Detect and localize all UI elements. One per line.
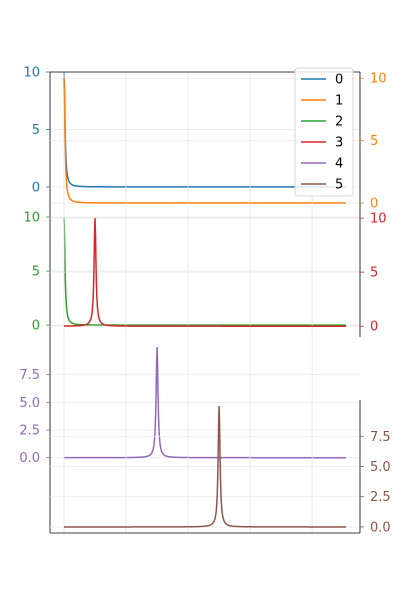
ytick-label-5-0: 0.0: [370, 520, 391, 535]
ytick-label-4-0: 0.0: [19, 451, 40, 466]
ytick-label-2-0: 0: [32, 319, 40, 334]
series-line-3: [64, 218, 346, 327]
ytick-label-0-2: 10: [23, 66, 40, 81]
axes-3: 0 5 10: [50, 203, 387, 337]
ytick-label-3-0: 0: [370, 320, 378, 335]
ytick-label-4-1: 2.5: [19, 424, 40, 439]
ytick-label-2-2: 10: [23, 211, 40, 226]
series-line-4: [64, 346, 346, 459]
ytick-label-4-2: 5.0: [19, 396, 40, 411]
ytick-label-0-0: 0: [32, 180, 40, 195]
ytick-label-4-3: 7.5: [19, 368, 40, 383]
ytick-label-1-2: 10: [370, 72, 387, 87]
ytick-label-3-2: 10: [370, 212, 387, 227]
legend-box: [294, 67, 354, 197]
ytick-label-2-1: 5: [32, 265, 40, 280]
legend: 0 1 2 3 4 5: [294, 67, 354, 197]
ytick-label-1-0: 0: [370, 197, 378, 212]
legend-label-3: 3: [335, 136, 343, 151]
legend-label-0: 0: [335, 73, 343, 88]
legend-label-4: 4: [335, 157, 343, 172]
ytick-label-5-3: 7.5: [370, 430, 391, 445]
series-line-1: [63, 78, 346, 204]
axes-5: 0.0 2.5 5.0 7.5: [50, 400, 391, 535]
legend-label-1: 1: [335, 94, 343, 109]
legend-label-5: 5: [335, 178, 343, 193]
legend-label-2: 2: [335, 115, 343, 130]
series-line-5: [64, 406, 346, 528]
ytick-label-0-1: 5: [32, 123, 40, 138]
ytick-label-1-1: 5: [370, 134, 378, 149]
ytick-label-5-2: 5.0: [370, 460, 391, 475]
ytick-label-3-1: 5: [370, 266, 378, 281]
ytick-label-5-1: 2.5: [370, 490, 391, 505]
